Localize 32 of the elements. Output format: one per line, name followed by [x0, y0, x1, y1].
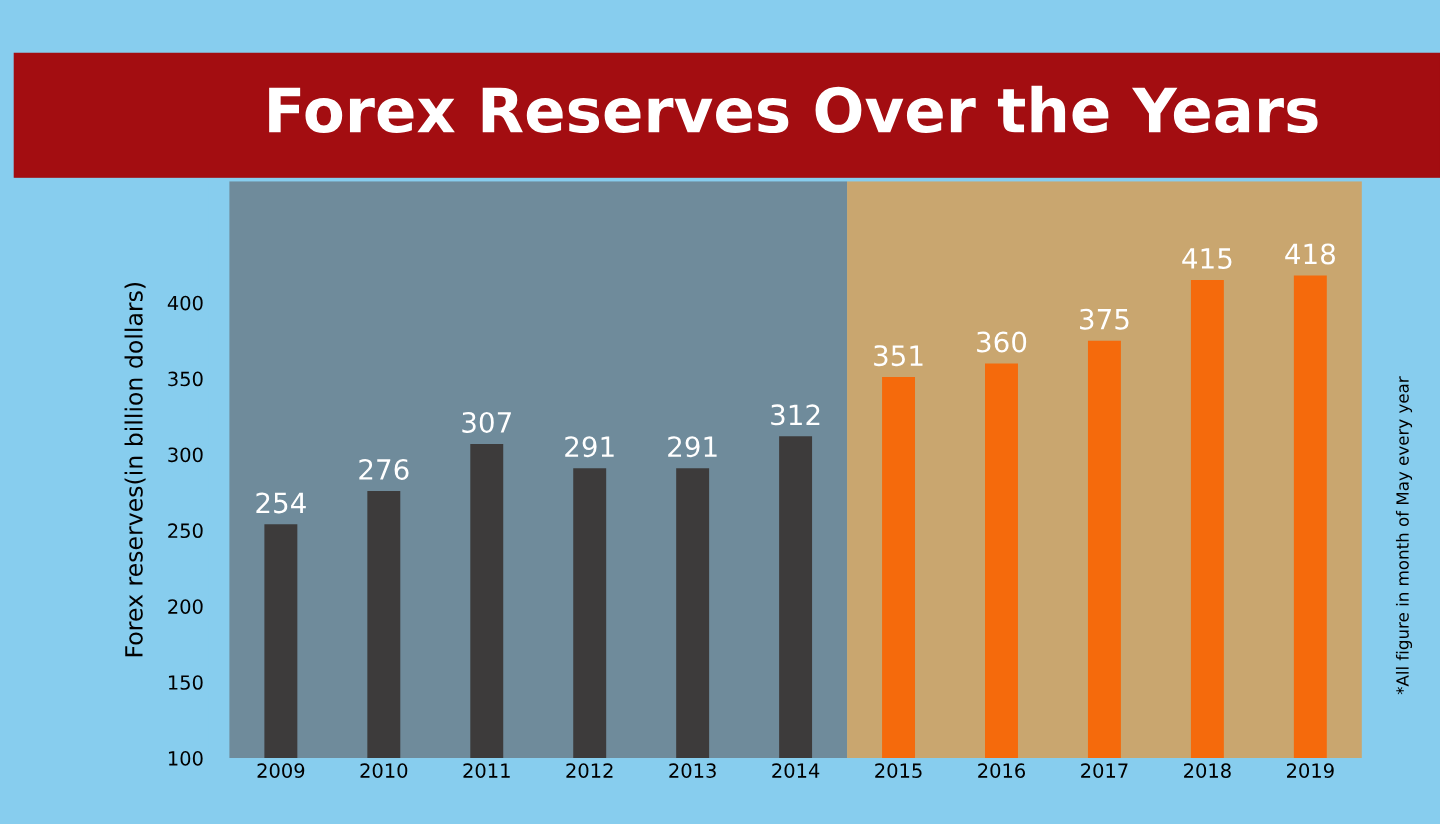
chart-title: Forex Reserves Over the Years [269, 85, 1318, 134]
y-tick-label: 200 [168, 599, 203, 614]
data-label: 312 [771, 404, 820, 426]
x-tick-label: 2012 [566, 763, 613, 778]
x-tick-label: 2011 [463, 763, 510, 778]
data-label: 291 [668, 436, 717, 458]
text: *All figure in month of May every year [1395, 376, 1413, 695]
y-axis-title: Forex reserves(in billion dollars) [124, 282, 146, 657]
x-tick-label: 2013 [669, 763, 716, 778]
y-tick-label: 350 [168, 371, 203, 387]
y-tick-label: 150 [168, 675, 203, 690]
x-tick-label: 2010 [360, 763, 408, 778]
data-label: 415 [1182, 248, 1232, 270]
data-label: 276 [359, 458, 409, 480]
x-tick-label: 2009 [257, 763, 305, 778]
x-tick-label: 2016 [978, 763, 1026, 778]
y-tick-label: 400 [167, 295, 203, 311]
data-label: 351 [874, 345, 923, 367]
data-label: 307 [462, 411, 511, 433]
x-tick-label: 2019 [1287, 763, 1334, 778]
y-tick-label: 300 [168, 447, 203, 463]
y-tick-label: 100 [168, 751, 203, 766]
data-label: 254 [256, 492, 306, 514]
x-tick-label: 2015 [875, 763, 922, 778]
data-label: 291 [565, 436, 614, 458]
data-label: 418 [1285, 243, 1335, 265]
x-tick-label: 2018 [1184, 763, 1231, 778]
x-tick-label: 2017 [1081, 763, 1128, 778]
y-tick-label: 250 [168, 523, 203, 539]
x-tick-label: 2014 [772, 763, 820, 778]
data-label: 360 [977, 331, 1027, 353]
data-label: 375 [1080, 308, 1129, 330]
